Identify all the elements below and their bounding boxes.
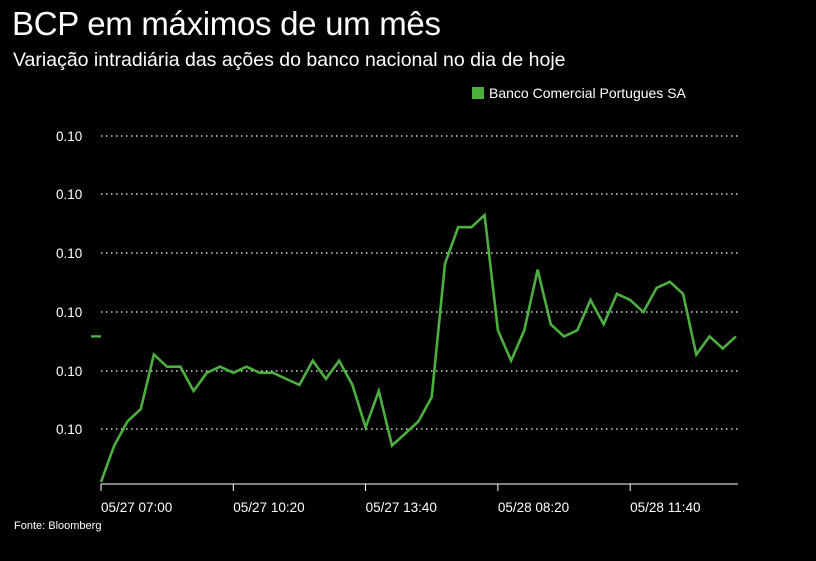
- x-tick-label: 05/28 11:40: [630, 500, 700, 515]
- series-line: [99, 212, 737, 483]
- legend-label: Banco Comercial Portugues SA: [489, 85, 686, 101]
- x-tick-label: 05/28 08:20: [498, 500, 569, 515]
- series-layer: [99, 212, 737, 483]
- legend: Banco Comercial Portugues SA: [472, 84, 686, 102]
- y-tick-label: 0.10: [56, 187, 82, 202]
- y-tick-label: 0.10: [56, 364, 82, 379]
- y-tick-label: 0.10: [56, 246, 82, 261]
- source-note: Fonte: Bloomberg: [14, 520, 102, 532]
- x-tick-label: 05/27 10:20: [233, 500, 304, 515]
- gridlines: [101, 135, 738, 430]
- y-tick-label: 0.10: [56, 305, 82, 320]
- legend-swatch: [472, 87, 484, 99]
- x-tick-label: 05/27 07:00: [101, 500, 172, 515]
- y-axis-labels: 0.10 0.10 0.10 0.10 0.10 0.10: [56, 129, 101, 437]
- chart-title: BCP em máximos de um mês: [12, 5, 441, 42]
- y-tick-label: 0.10: [56, 422, 82, 437]
- chart-subtitle: Variação intradiária das ações do banco …: [13, 49, 566, 71]
- x-axis: 05/27 07:00 05/27 10:20 05/27 13:40 05/28 0…: [100, 483, 738, 515]
- y-tick-label: 0.10: [56, 129, 82, 144]
- x-tick-label: 05/27 13:40: [366, 500, 437, 515]
